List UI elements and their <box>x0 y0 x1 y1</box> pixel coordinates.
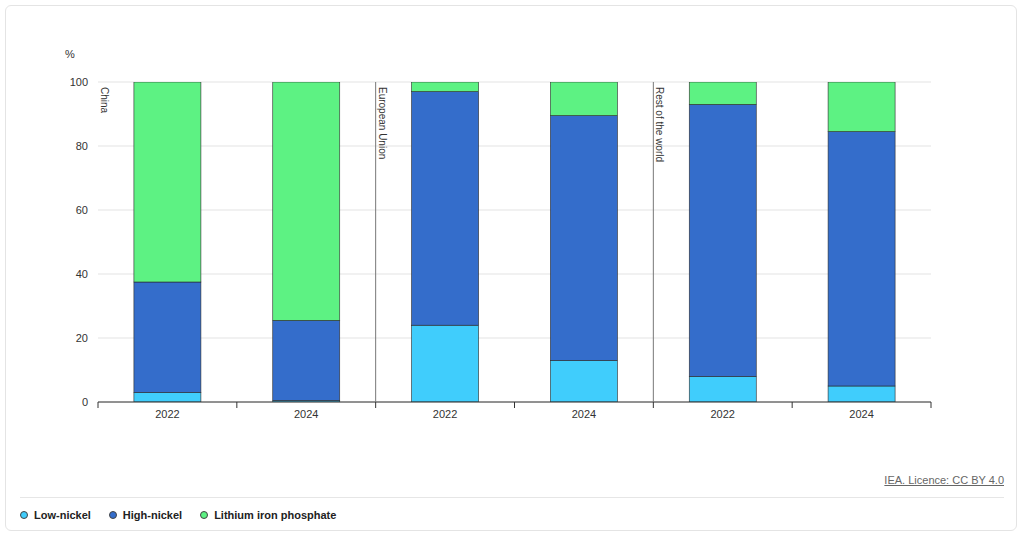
bar-segment <box>689 104 756 376</box>
grid-line <box>98 274 931 275</box>
bar-segment <box>550 116 617 361</box>
panel-label: European Union <box>377 87 388 159</box>
bar-segment <box>134 282 201 392</box>
panel-label: Rest of the world <box>654 87 665 162</box>
source: IEA. Licence: CC BY 4.0 <box>884 474 1004 486</box>
x-tick-label: 2024 <box>849 408 873 420</box>
y-tick-label: 0 <box>82 396 88 408</box>
y-tick-label: 80 <box>76 140 88 152</box>
y-tick-label: 40 <box>76 268 88 280</box>
bar-segment <box>828 386 895 402</box>
panel-separator <box>375 82 376 402</box>
legend-item: Low-nickel <box>20 509 91 521</box>
x-tick <box>931 402 932 408</box>
legend-label: High-nickel <box>123 509 182 521</box>
bar-segment <box>689 82 756 104</box>
bar-segment <box>412 92 479 326</box>
chart: 0 20 40 60 80 100% 2022 2024 2022 2024 2022 2024 Chi… <box>0 0 1024 537</box>
panel-separator <box>653 82 654 402</box>
bar-segment <box>273 82 340 320</box>
bar-segment <box>134 392 201 402</box>
legend-item: Lithium iron phosphate <box>200 509 336 521</box>
bar-segment <box>689 376 756 402</box>
bar-segment <box>134 82 201 282</box>
legend-swatch <box>109 511 117 519</box>
x-tick-label: 2024 <box>572 408 596 420</box>
x-tick-label: 2024 <box>294 408 318 420</box>
bar-segment <box>412 325 479 402</box>
y-tick-label: 100 <box>70 76 88 88</box>
bar-segment <box>273 320 340 400</box>
bar-segment <box>412 82 479 92</box>
grid-line <box>98 338 931 339</box>
y-axis-label: % <box>65 48 75 60</box>
x-tick <box>792 402 793 408</box>
x-tick <box>653 402 654 408</box>
bar-segment <box>550 82 617 116</box>
grid-line <box>98 146 931 147</box>
y-tick-label: 60 <box>76 204 88 216</box>
legend-swatch <box>20 511 28 519</box>
grid-line <box>98 82 931 83</box>
legend-swatch <box>200 511 208 519</box>
legend-label: Low-nickel <box>34 509 91 521</box>
x-tick-label: 2022 <box>155 408 179 420</box>
bar-segment <box>828 82 895 132</box>
panel-label: China <box>99 87 110 114</box>
grid-line <box>98 210 931 211</box>
x-tick <box>375 402 376 408</box>
x-tick-label: 2022 <box>433 408 457 420</box>
bar-segment <box>550 360 617 402</box>
bars <box>134 82 895 402</box>
separator <box>20 497 1004 498</box>
legend-label: Lithium iron phosphate <box>214 509 336 521</box>
x-tick <box>236 402 237 408</box>
y-tick-label: 20 <box>76 332 88 344</box>
bar-segment <box>828 132 895 386</box>
x-tick-label: 2022 <box>711 408 735 420</box>
x-tick <box>98 402 99 408</box>
x-tick <box>514 402 515 408</box>
legend: Low-nickel High-nickel Lithium iron phosph… <box>20 509 336 521</box>
legend-item: High-nickel <box>109 509 182 521</box>
